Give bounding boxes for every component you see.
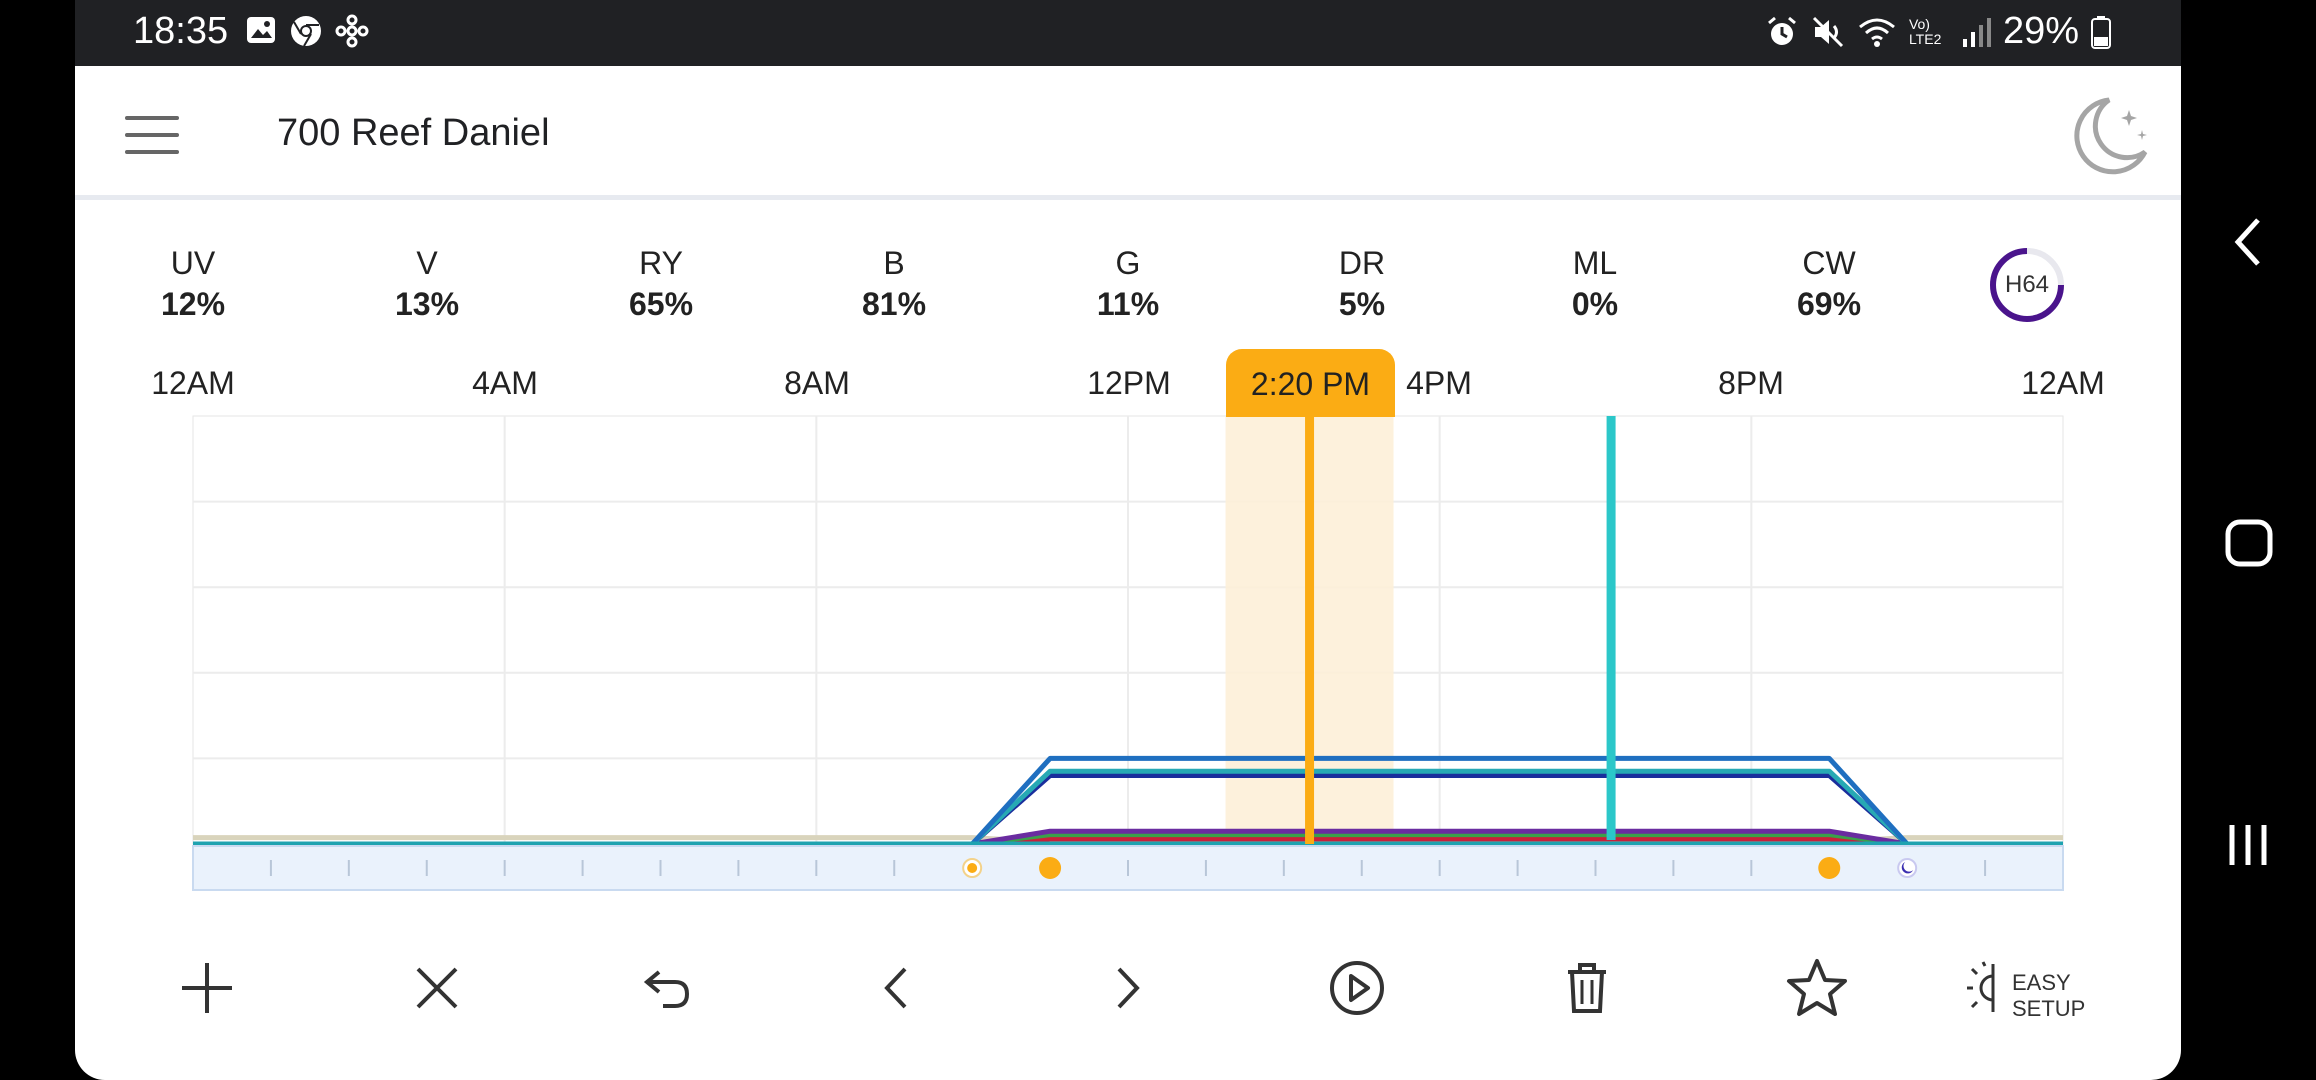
status-time: 18:35	[133, 10, 229, 52]
time-label: 12AM	[151, 365, 235, 401]
favorite-button[interactable]	[1777, 948, 1857, 1028]
mute-icon	[1812, 16, 1843, 47]
signal-icon	[1962, 17, 1991, 47]
recents-nav-icon[interactable]	[2226, 822, 2270, 868]
fan-icon	[335, 14, 369, 48]
undo-button[interactable]	[627, 948, 707, 1028]
channel-cw[interactable]: CW 69%	[1796, 245, 1862, 322]
sun-setup-icon	[1967, 961, 1995, 1012]
moon-marker-icon	[1901, 862, 1914, 874]
next-button[interactable]	[1087, 948, 1167, 1028]
time-axis-labels: 12AM 4AM 8AM 12PM 4PM 8PM 12AM	[75, 365, 2181, 415]
sunrise-core	[967, 863, 978, 873]
menu-icon	[125, 116, 179, 120]
moon-icon	[2074, 97, 2148, 175]
add-button[interactable]	[167, 948, 247, 1028]
app-bar: 700 Reef Daniel	[75, 66, 2181, 200]
easy-setup-label[interactable]: EASY SETUP	[2012, 970, 2086, 1021]
menu-button[interactable]	[125, 116, 179, 156]
device-badge[interactable]: H64	[1987, 245, 2067, 325]
current-time-label[interactable]: 2:20 PM	[1226, 349, 1395, 417]
channel-b[interactable]: B 81%	[861, 245, 927, 322]
channel-dr[interactable]: DR 5%	[1338, 245, 1386, 322]
home-nav-icon[interactable]	[2224, 518, 2274, 568]
time-label: 12AM	[2021, 365, 2105, 401]
battery-icon	[2091, 15, 2111, 49]
intensity-ring-icon	[1990, 248, 2064, 322]
play-circle-icon	[1330, 961, 1384, 1015]
undo-icon	[643, 970, 690, 1008]
status-notification-icons	[245, 14, 369, 48]
trash-icon	[1568, 963, 1606, 1013]
channel-readouts: UV 12% V 13% RY 65% B 81% G 11% DR 5% ML 0% CW 6…	[75, 245, 2181, 335]
wifi-icon	[1858, 18, 1895, 47]
alarm-icon	[1767, 16, 1796, 45]
status-system-icons: Vo) LTE2 29%	[1765, 10, 2111, 53]
chrome-icon	[291, 16, 321, 47]
time-label: 12PM	[1087, 365, 1171, 401]
page-title: 700 Reef Daniel	[277, 112, 550, 154]
channel-ry[interactable]: RY 65%	[628, 245, 694, 322]
status-bar: 18:35 Vo) LTE2 29%	[75, 0, 2181, 66]
chevron-right-icon	[1117, 967, 1140, 1009]
gallery-icon	[247, 17, 275, 43]
delete-button[interactable]	[1547, 948, 1627, 1028]
close-icon	[416, 967, 458, 1009]
back-nav-icon[interactable]	[2230, 216, 2266, 268]
channel-ml[interactable]: ML 0%	[1571, 245, 1619, 322]
plus-icon	[182, 963, 232, 1013]
time-label: 8AM	[784, 365, 850, 401]
time-label: 4AM	[472, 365, 538, 401]
app-screen: 18:35 Vo) LTE2 29% 700 Reef Daniel	[75, 0, 2181, 1080]
network-type-label: Vo) LTE2	[1908, 15, 1942, 47]
previous-button[interactable]	[857, 948, 937, 1028]
time-label: 4PM	[1406, 365, 1472, 401]
sun-marker	[1818, 857, 1841, 879]
battery-percent: 29%	[2002, 10, 2079, 52]
moon-marker	[1897, 858, 1918, 878]
play-button[interactable]	[1317, 948, 1397, 1028]
bottom-toolbar	[75, 948, 2181, 1048]
channel-uv[interactable]: UV 12%	[160, 245, 226, 322]
channel-v[interactable]: V 13%	[394, 245, 460, 322]
chevron-left-icon	[884, 967, 907, 1009]
easy-setup-button[interactable]	[1951, 948, 2031, 1028]
night-mode-button[interactable]	[2067, 94, 2151, 178]
remove-button[interactable]	[397, 948, 477, 1028]
time-label: 8PM	[1718, 365, 1784, 401]
sun-marker	[1039, 857, 1062, 879]
star-icon	[1787, 959, 1847, 1016]
schedule-chart[interactable]	[75, 0, 2181, 900]
channel-g[interactable]: G 11%	[1096, 245, 1160, 322]
